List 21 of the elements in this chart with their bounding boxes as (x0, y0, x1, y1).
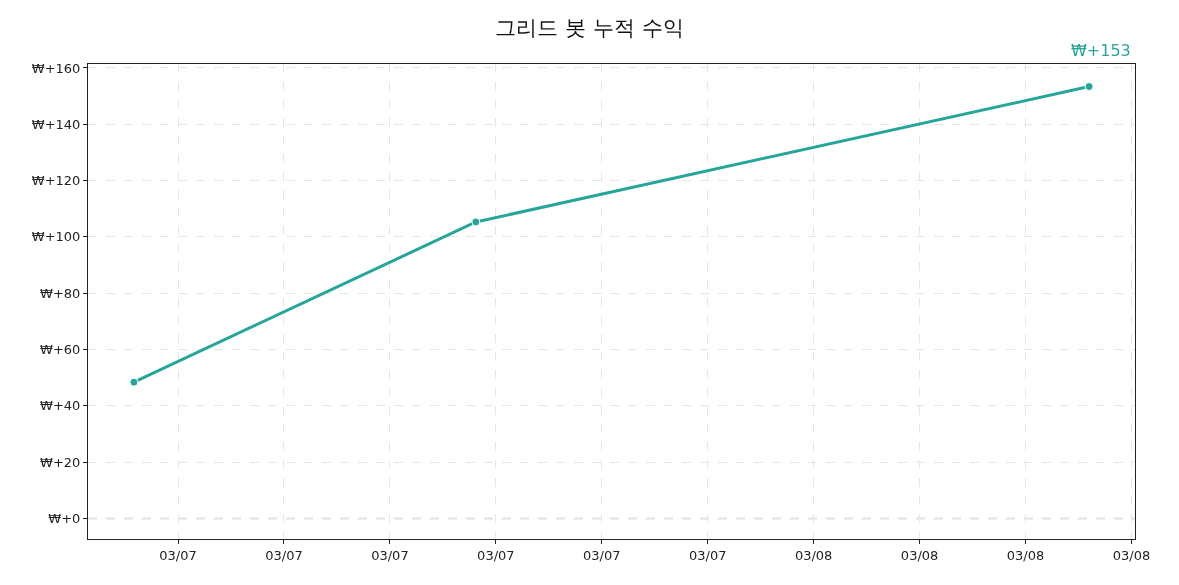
y-tick-label: ₩+120 (31, 173, 81, 189)
x-tick-label: 03/07 (371, 547, 409, 563)
x-tick-label: 03/08 (1112, 547, 1151, 563)
x-tick-label: 03/07 (477, 547, 515, 563)
x-tick-label: 03/08 (794, 547, 833, 563)
chart-title: 그리드 봇 누적 수익 (495, 16, 684, 41)
y-tick-label: ₩+160 (31, 60, 81, 76)
annotation: ₩+153 (1071, 41, 1131, 60)
x-tick-label: 03/08 (900, 547, 939, 563)
x-tick-label: 03/08 (1006, 547, 1045, 563)
y-tick-label: ₩+140 (31, 116, 81, 132)
y-tick-label: ₩+0 (48, 511, 81, 526)
x-tick-label: 03/07 (689, 547, 727, 563)
y-tick-label: ₩+20 (40, 454, 81, 470)
x-tick-label: 03/07 (265, 547, 303, 563)
y-tick-label: ₩+100 (31, 229, 81, 245)
y-tick-label: ₩+80 (40, 285, 81, 301)
x-tick-label: 03/07 (583, 547, 621, 563)
y-tick-label: ₩+40 (40, 398, 81, 414)
x-tick-label: 03/07 (159, 547, 197, 563)
y-tick-label: ₩+60 (40, 342, 81, 358)
